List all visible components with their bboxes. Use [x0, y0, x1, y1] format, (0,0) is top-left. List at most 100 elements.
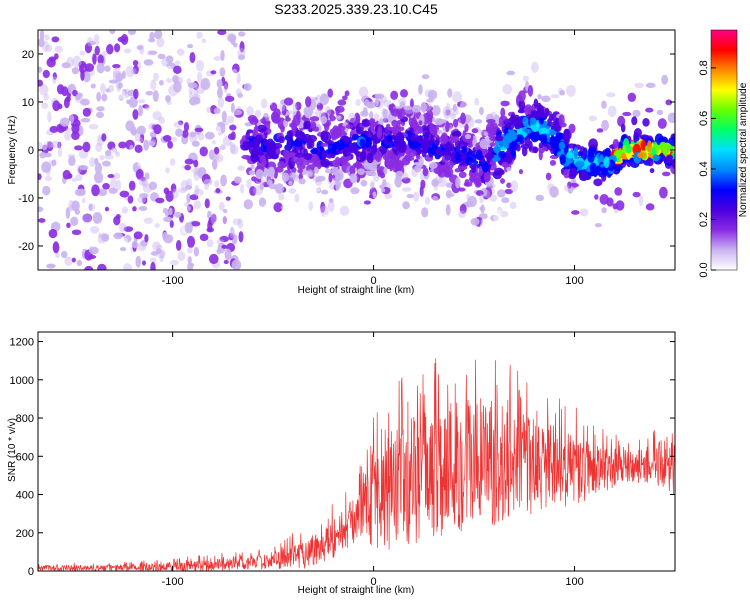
spectrogram-blob [138, 206, 148, 212]
spectrogram-blob [612, 138, 619, 149]
spectrogram-blob [320, 160, 331, 166]
spectrogram-blob [315, 94, 322, 106]
spectrogram-blob [260, 98, 268, 109]
spectrogram-blob [71, 257, 76, 263]
spectrogram-blob [149, 257, 157, 263]
spectrogram-blob [219, 67, 226, 77]
x-tick-label: 100 [565, 576, 583, 588]
spectrogram-blob [232, 63, 240, 74]
spectrogram-blob [184, 164, 191, 171]
spectrogram-blob [228, 232, 234, 241]
spectrogram-blob [206, 227, 214, 233]
spectrogram-blob [563, 128, 570, 138]
spectrogram-blob [316, 102, 324, 111]
spectrogram-blob [521, 146, 528, 157]
spectrogram-blob [38, 141, 43, 153]
spectrogram-blob [177, 120, 184, 126]
spectrogram-blob [428, 148, 438, 155]
spectrogram-blob [323, 121, 330, 132]
spectrogram-blob [230, 36, 236, 46]
spectrogram-blob [501, 161, 509, 168]
spectrogram-blob [41, 161, 52, 173]
spectrogram-blob [658, 136, 668, 144]
spectrogram-blob [82, 213, 93, 223]
spectrogram-blob [271, 114, 281, 124]
spectrogram-blob [579, 208, 589, 217]
spectrogram-blob [193, 246, 200, 257]
spectrogram-blob [524, 129, 532, 134]
spectrogram-blob [154, 223, 160, 228]
spectrogram-blob [168, 207, 173, 216]
spectrogram-x-axis-title: Height of straight line (km) [298, 285, 415, 296]
spectrogram-blob [474, 177, 482, 188]
spectrogram-blob [250, 151, 259, 163]
spectrogram-blob [66, 222, 71, 229]
spectrogram-blob [315, 108, 322, 118]
spectrogram-blob [216, 79, 223, 88]
spectrogram-blob [533, 129, 540, 142]
spectrogram-blob [227, 115, 235, 124]
spectrogram-blob [93, 171, 104, 184]
spectrogram-blob [301, 133, 312, 143]
spectrogram-blob [334, 169, 344, 181]
spectrogram-blob [60, 250, 68, 259]
spectrogram-blob [204, 198, 210, 209]
colorbar-tick-label: 0.8 [698, 60, 710, 75]
spectrogram-blob [51, 159, 57, 166]
spectrogram-blob [576, 151, 584, 157]
spectrogram-blob [373, 174, 380, 182]
spectrogram-blob [443, 197, 452, 204]
spectrogram-blob [296, 162, 306, 170]
y-tick-label: 800 [16, 413, 34, 425]
spectrogram-blob [113, 150, 118, 155]
spectrogram-blob [433, 179, 439, 191]
spectrogram-blob [118, 94, 124, 101]
spectrogram-blob [345, 124, 354, 129]
spectrogram-blob [158, 80, 164, 86]
spectrogram-blob [659, 186, 668, 199]
spectrogram-blob [320, 130, 329, 142]
spectrogram-blob [394, 175, 403, 188]
spectrogram-blob [64, 130, 72, 141]
spectrogram-blob [638, 195, 644, 207]
spectrogram-blob [145, 68, 154, 75]
spectrogram-blob [430, 126, 438, 136]
spectrogram-blob [38, 218, 46, 223]
spectrogram-blob [514, 117, 523, 130]
spectrogram-blob [363, 99, 370, 107]
spectrogram-blob [443, 150, 452, 156]
spectrogram-blob [297, 168, 303, 174]
spectrogram-blob [132, 206, 137, 212]
spectrogram-blob [522, 116, 529, 127]
spectrogram-blob [208, 149, 215, 160]
spectrogram-blob [422, 127, 430, 138]
spectrogram-blob [349, 165, 356, 176]
spectrogram-blob [217, 30, 227, 36]
spectrogram-blob [132, 60, 139, 67]
spectrogram-blob [305, 96, 312, 108]
spectrogram-blob [260, 118, 269, 124]
spectrogram-blob [94, 45, 100, 56]
spectrogram-blob [559, 122, 567, 128]
spectrogram-blob [631, 116, 638, 126]
spectrogram-blob [292, 139, 302, 147]
spectrogram-blob [320, 115, 328, 124]
spectrogram-blob [382, 108, 388, 119]
spectrogram-blob [87, 152, 95, 159]
spectrogram-blob [122, 237, 129, 246]
spectrogram-blob [361, 119, 371, 127]
spectrogram-blob [82, 213, 92, 224]
spectrogram-blob [504, 188, 514, 195]
spectrogram-blob [484, 190, 490, 198]
spectrogram-blob [229, 227, 235, 236]
spectrogram-blob [402, 201, 410, 210]
spectrogram-blob [390, 108, 401, 117]
spectrogram-blob [359, 138, 366, 147]
spectrogram-blob [263, 113, 269, 118]
spectrogram-blob [589, 162, 597, 172]
spectrogram-blob [159, 255, 164, 263]
spectrogram-blob [194, 127, 204, 133]
spectrogram-blob [231, 259, 242, 270]
spectrogram-blob [95, 142, 103, 152]
